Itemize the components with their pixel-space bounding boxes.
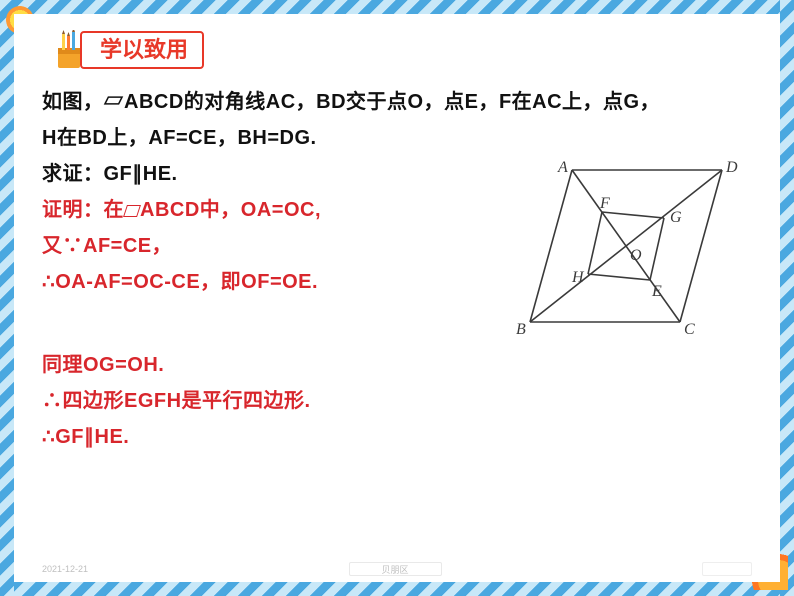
proof-line-5: ∴四边形EGFH是平行四边形. [42,383,752,419]
section-badge: 学以致用 [52,30,752,70]
svg-text:F: F [599,195,610,212]
svg-text:H: H [571,269,585,286]
svg-text:A: A [557,159,568,176]
geometry-diagram: A D B C F G E H O [512,152,742,347]
proof-line-1: 证明：在 ABCD中，OA=OC, [42,192,502,228]
footer-date: 2021-12-21 [42,564,88,574]
svg-text:E: E [651,283,662,300]
svg-text:B: B [516,321,526,338]
proof-p1-post: ABCD中，OA=OC, [140,199,321,221]
svg-text:G: G [670,209,682,226]
pencil-cup-icon [52,30,86,70]
svg-text:C: C [684,321,695,338]
problem-ask: 求证：GF∥HE. [42,156,502,192]
proof-line-2: 又∵AF=CE， [42,228,502,264]
svg-text:D: D [725,159,738,176]
proof-line-3: ∴OA-AF=OC-CE，即OF=OE. [42,264,502,300]
problem-line-2: H在BD上，AF=CE，BH=DG. [42,120,752,156]
proof-line-6: ∴GF∥HE. [42,419,752,455]
slide-footer: 2021-12-21 贝朋区 [42,562,752,576]
badge-label: 学以致用 [80,31,204,69]
slide-body: 学以致用 如图，▱ABCD的对角线AC，BD交于点O，点E，F在AC上，点G， … [14,14,780,582]
svg-text:O: O [630,247,642,264]
footer-right-box [702,562,752,576]
proof-line-4: 同理OG=OH. [42,347,752,383]
problem-line-1: 如图，▱ABCD的对角线AC，BD交于点O，点E，F在AC上，点G， [42,84,752,120]
parallelogram-icon [123,205,141,217]
footer-center: 贝朋区 [349,562,442,576]
proof-p1-pre: 证明：在 [42,199,124,221]
